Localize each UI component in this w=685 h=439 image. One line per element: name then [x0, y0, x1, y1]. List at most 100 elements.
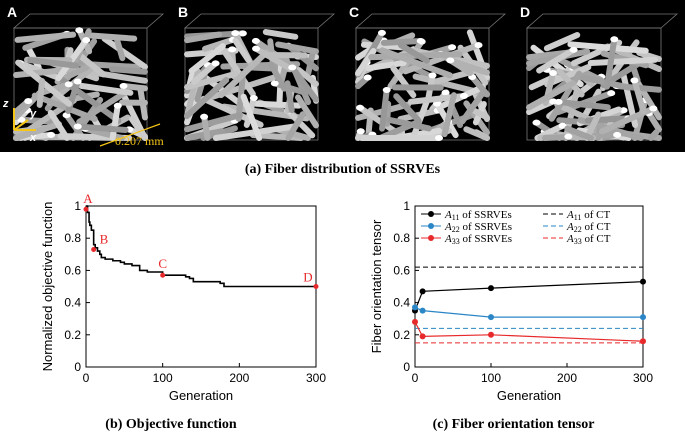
orientation-plot-frame	[414, 205, 644, 368]
objective-ytick-label: 0.8	[64, 231, 81, 245]
fiber-end	[238, 30, 247, 37]
legend-series-a22-swatch-dot	[428, 223, 434, 229]
fiber	[564, 125, 594, 141]
fiber-end	[17, 116, 26, 123]
series-point-a22	[488, 314, 494, 321]
legend-series-a33-label: A33 of SSRVEs	[444, 233, 512, 246]
legend-series-a11-label: A11 of SSRVEs	[444, 209, 512, 222]
fiber-end	[231, 30, 240, 37]
fiber	[285, 111, 306, 141]
objective-marker-d	[313, 284, 319, 289]
objective-xtick-label: 200	[229, 371, 249, 385]
fiber	[295, 94, 319, 129]
orientation-ytick-label: 0.4	[393, 296, 410, 310]
series-line-a33	[414, 321, 644, 342]
fiber	[289, 64, 319, 103]
fiber-end	[532, 119, 541, 126]
fiber-end	[64, 81, 73, 88]
fiber-end	[47, 131, 56, 138]
fiber	[109, 66, 148, 75]
fiber	[379, 86, 390, 132]
fiber-bundle	[526, 32, 662, 141]
fiber	[202, 36, 236, 52]
fiber-end	[377, 29, 386, 36]
fiber	[393, 93, 422, 124]
fiber	[240, 93, 263, 141]
orientation-ytick-label: 1	[403, 199, 410, 213]
objective-marker-label-b: B	[100, 231, 109, 246]
fiber-end	[119, 82, 128, 89]
fiber	[114, 37, 126, 62]
fiber	[55, 37, 90, 82]
fiber-end	[200, 113, 209, 120]
series-point-a33	[419, 333, 426, 340]
objective-marker-a	[83, 206, 89, 212]
fiber	[543, 32, 581, 52]
fiber-end	[73, 123, 82, 130]
fiber	[27, 57, 79, 69]
fiber	[86, 32, 138, 42]
caption-a: (a) Fiber distribution of SSRVEs	[244, 162, 441, 177]
fiber	[471, 108, 490, 121]
series-point-a22	[419, 307, 426, 314]
objective-function-chart: 0 0.2 0.4 0.6 0.8 1 0 100 200 300 Generation Normal…	[40, 191, 326, 403]
scale-bar	[99, 123, 161, 147]
orientation-xtick-label: 300	[633, 371, 653, 385]
fiber	[398, 42, 430, 64]
fiber	[647, 129, 660, 141]
orientation-xtick-label: 0	[412, 371, 419, 385]
fiber	[536, 46, 577, 74]
fiber	[275, 41, 319, 55]
fiber-bundle	[355, 29, 490, 141]
fiber	[365, 59, 407, 72]
panel-label-c: C	[349, 4, 360, 20]
orientation-xtick-label: 200	[557, 371, 577, 385]
fiber-end	[356, 104, 365, 111]
objective-marker-label-d: D	[303, 270, 312, 285]
fiber	[47, 109, 70, 141]
fiber	[76, 88, 130, 125]
orientation-tensor-chart: 0 0.2 0.4 0.6 0.8 1 0 100 200 300 Generation Fiber …	[369, 199, 653, 403]
ssrve-panel-b: B	[171, 0, 342, 152]
fiber	[447, 57, 490, 76]
fiber-end	[251, 37, 260, 44]
orientation-xlabel: Generation	[497, 388, 561, 403]
orientation-ytick-label: 0.6	[393, 263, 410, 277]
fiber-end	[607, 90, 616, 97]
series-line-a11	[414, 281, 644, 311]
fiber	[75, 51, 107, 78]
fiber	[184, 112, 243, 133]
legend-ct-a33-label: A33 of CT	[566, 233, 611, 246]
objective-line	[86, 205, 316, 288]
ssrve-panel-a: A z y x 0.207 mm	[0, 0, 171, 152]
fiber-end	[24, 98, 33, 105]
legend-series-a11-swatch-dot	[428, 211, 434, 217]
series-point-a22	[412, 304, 418, 311]
cube-edge-top	[12, 13, 165, 29]
fiber-end	[630, 77, 639, 84]
fiber-end	[211, 60, 220, 67]
panel-label-b: B	[178, 4, 189, 20]
series-point-a33	[488, 331, 494, 338]
fiber-end	[113, 102, 122, 109]
fiber	[463, 126, 490, 141]
legend-series-a33-swatch-dot	[428, 235, 434, 241]
orientation-ytick-label: 0.2	[393, 328, 410, 342]
legend-ct-a11-label: A11 of CT	[566, 209, 610, 222]
fiber-end	[613, 131, 622, 138]
orientation-ytick-label: 0.8	[393, 231, 410, 245]
fiber	[194, 71, 208, 103]
fiber	[526, 98, 557, 116]
fiber-end	[441, 89, 450, 96]
fiber	[441, 92, 457, 138]
objective-marker-label-a: A	[83, 191, 93, 206]
fiber	[36, 77, 46, 108]
fiber	[555, 98, 611, 111]
ssrve-panel-c: C	[342, 0, 513, 152]
series-point-a22	[640, 314, 646, 321]
fiber-end	[73, 78, 82, 85]
orientation-ytick-label: 0	[403, 360, 410, 374]
fiber	[232, 37, 252, 63]
panel-label-d: D	[520, 4, 531, 20]
fiber	[526, 80, 577, 111]
